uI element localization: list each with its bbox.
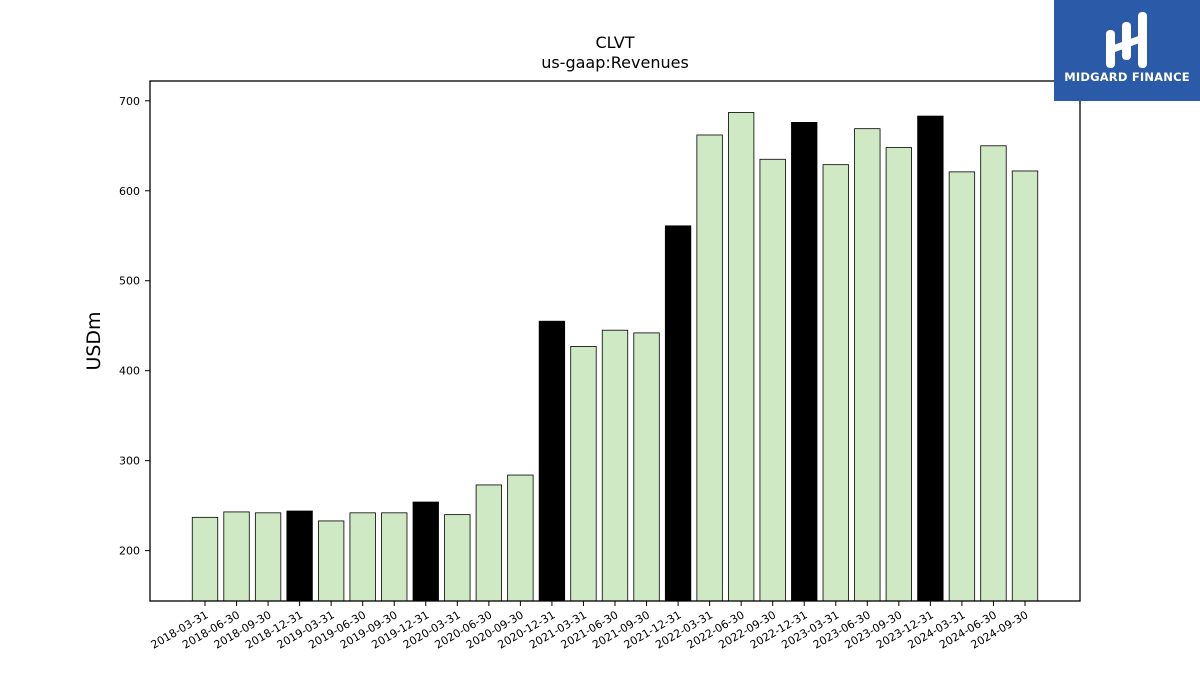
bar-2021-12-31 — [664, 225, 692, 602]
y-ticks-group: 200 300 400 500 600 700 — [119, 95, 150, 558]
bar-2022-06-30 — [728, 112, 755, 602]
chart-title: CLVT — [595, 33, 634, 52]
bar-2020-03-31 — [444, 514, 471, 602]
bar-2024-06-30 — [980, 145, 1007, 602]
bar-2018-12-31 — [286, 510, 313, 602]
y-tick-label: 600 — [119, 185, 140, 198]
bar-2019-09-30 — [381, 512, 408, 602]
bar-2020-12-31 — [538, 320, 566, 602]
bar-2022-12-31 — [791, 121, 818, 602]
y-tick-label: 200 — [119, 545, 140, 558]
y-axis-label: USDm — [83, 311, 105, 370]
bar-2023-06-30 — [854, 128, 881, 602]
bar-2021-06-30 — [601, 329, 629, 602]
y-tick-label: 400 — [119, 365, 140, 378]
bar-2018-09-30 — [254, 512, 282, 602]
bar-2021-09-30 — [633, 332, 660, 602]
bar-2019-03-31 — [317, 520, 345, 602]
bar-2020-09-30 — [507, 474, 534, 602]
y-tick-label: 700 — [119, 95, 140, 108]
midgard-finance-logo: MIDGARD FINANCE — [1054, 0, 1200, 101]
bar-2024-09-30 — [1011, 170, 1039, 602]
bar-2023-12-31 — [917, 115, 944, 602]
bar-2022-09-30 — [759, 158, 786, 602]
bar-2019-06-30 — [349, 512, 376, 602]
logo-text: MIDGARD FINANCE — [1064, 70, 1190, 84]
bar-2023-09-30 — [885, 147, 912, 602]
chart-subtitle: us-gaap:Revenues — [541, 53, 689, 72]
bar-2020-06-30 — [475, 484, 503, 602]
bar-2024-03-31 — [948, 171, 976, 602]
bar-2018-03-31 — [191, 516, 219, 602]
bars-group — [191, 112, 1039, 602]
bar-2021-03-31 — [570, 345, 597, 602]
plot-frame — [149, 80, 1081, 602]
x-ticks-group: 2018-03-312018-06-302018-09-302018-12-31… — [149, 601, 1031, 652]
y-tick-label: 300 — [119, 455, 140, 468]
bar-2023-03-31 — [822, 164, 849, 602]
bar-2022-03-31 — [696, 134, 723, 602]
bar-2019-12-31 — [412, 501, 439, 602]
logo-mark-icon — [1106, 12, 1147, 68]
y-tick-label: 500 — [119, 275, 140, 288]
bar-2018-06-30 — [223, 511, 250, 602]
